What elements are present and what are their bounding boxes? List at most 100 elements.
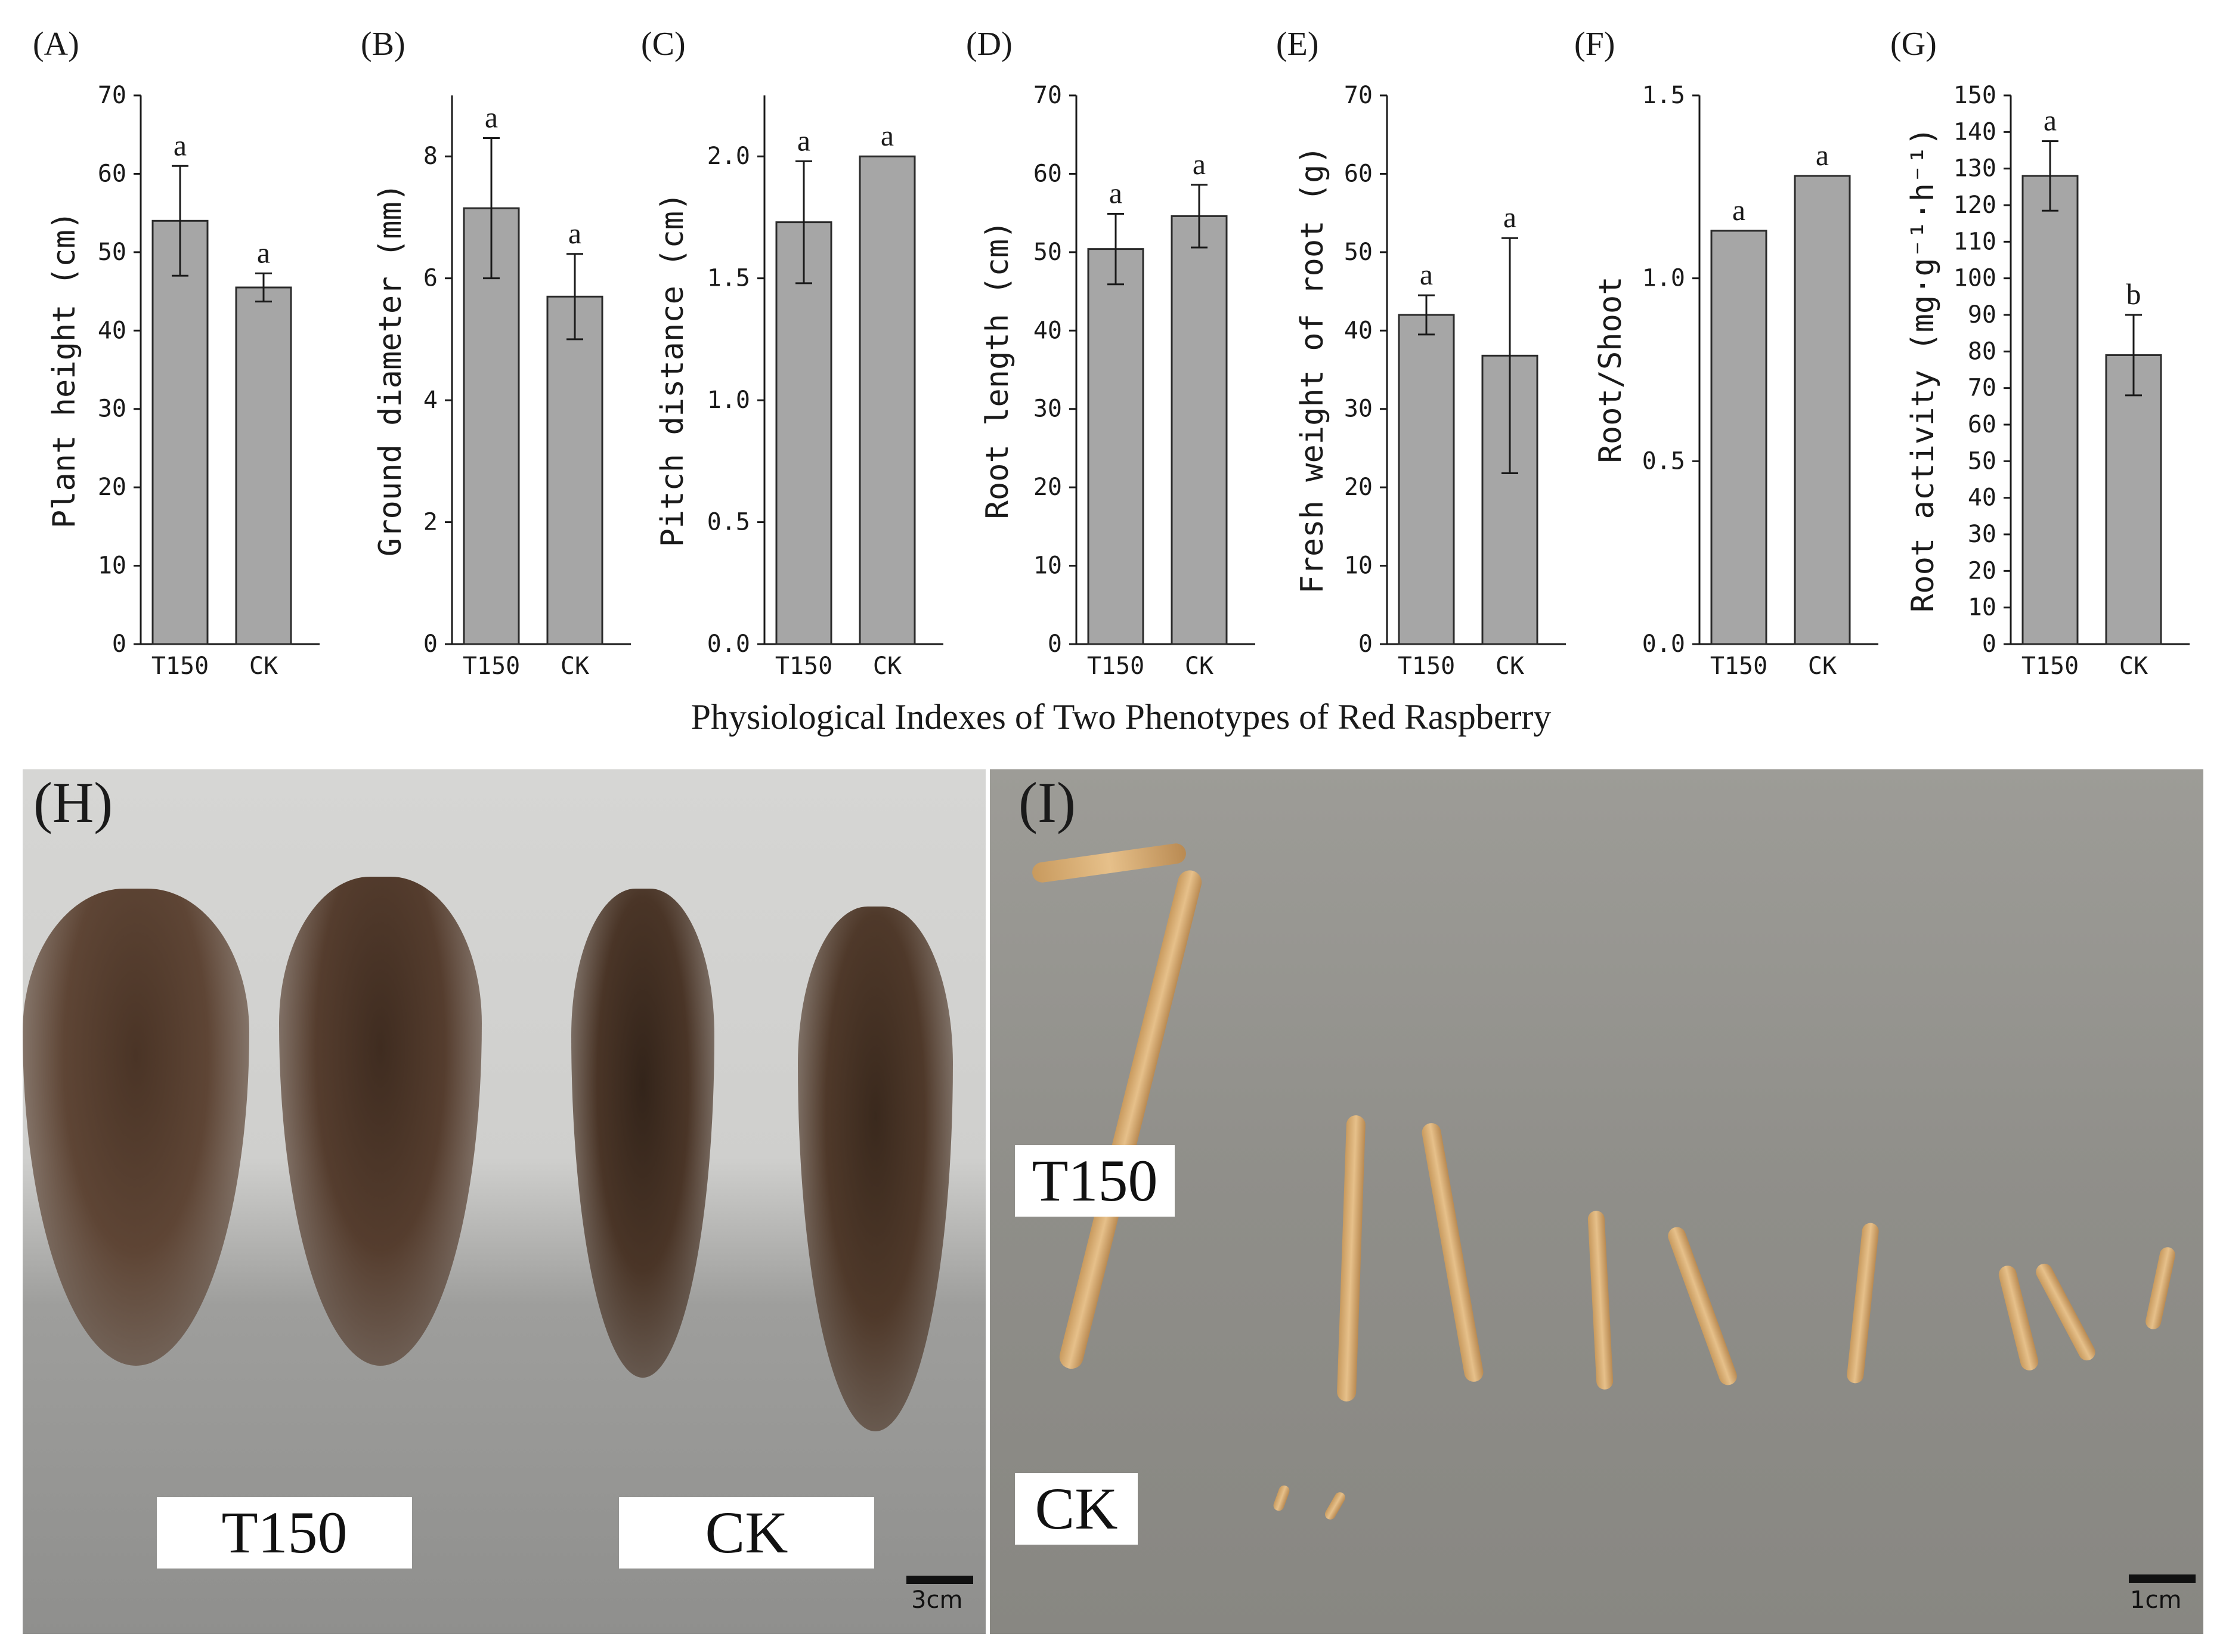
chart-6-bar-t150 xyxy=(1710,230,1767,645)
chart-5-y-tick-label: 70 xyxy=(1344,82,1373,109)
chart-1-significance-label: a xyxy=(174,128,187,162)
chart-1-panel-letter: (A) xyxy=(33,26,79,63)
stem-piece-9 xyxy=(2144,1245,2177,1331)
label-t150-h: T150 xyxy=(157,1497,412,1569)
chart-6-y-axis-label: Root/Shoot xyxy=(1593,276,1629,463)
chart-7-y-tick-label: 70 xyxy=(1968,375,1996,402)
chart-7-y-tick-label: 100 xyxy=(1953,265,1996,292)
chart-2-y-tick-label: 4 xyxy=(423,386,438,414)
chart-7-y-tick-label: 40 xyxy=(1968,484,1996,512)
chart-5-y-tick-label: 30 xyxy=(1344,395,1373,423)
chart-5-y-axis-label: Fresh weight of root (g) xyxy=(1295,146,1330,593)
chart-1-y-tick-label: 60 xyxy=(98,160,126,187)
chart-3-y-tick-label: 0.0 xyxy=(707,630,750,658)
chart-2-panel-letter: (B) xyxy=(361,26,405,63)
chart-2-category-label: T150 xyxy=(463,652,520,680)
chart-5-y-tick-label: 0 xyxy=(1358,630,1373,658)
chart-5-bar-t150 xyxy=(1398,314,1455,645)
chart-6-significance-label: a xyxy=(1816,138,1829,172)
chart-3-y-tick-label: 1.0 xyxy=(707,386,750,414)
chart-7-y-tick-label: 90 xyxy=(1968,301,1996,329)
root-mass-ck-2 xyxy=(798,907,953,1431)
chart-3-significance-label: a xyxy=(881,119,894,152)
stem-photo-panel-i: (I) T150 CK 1cm xyxy=(990,769,2203,1634)
root-mass-ck-1 xyxy=(571,889,714,1378)
chart-5-y-tick-label: 60 xyxy=(1344,160,1373,187)
chart-7-y-tick-label: 130 xyxy=(1953,155,1996,182)
chart-1-bar-ck xyxy=(235,286,292,645)
chart-7-y-tick-label: 80 xyxy=(1968,338,1996,365)
stem-piece-3 xyxy=(1420,1121,1485,1384)
chart-4-y-tick-label: 0 xyxy=(1048,630,1062,658)
chart-5-category-label: CK xyxy=(1496,652,1524,680)
chart-3-panel-letter: (C) xyxy=(641,26,686,63)
chart-1-y-tick-label: 30 xyxy=(98,395,126,423)
chart-6-panel-letter: (F) xyxy=(1574,26,1615,63)
chart-7-bar-ck xyxy=(2105,354,2162,645)
label-ck-i: CK xyxy=(1015,1473,1138,1545)
chart-2-category-label: CK xyxy=(561,652,589,680)
chart-1-y-tick-label: 0 xyxy=(112,630,126,658)
root-mass-t150-1 xyxy=(23,889,249,1366)
chart-5-category-label: T150 xyxy=(1398,652,1455,680)
chart-4-y-tick-label: 50 xyxy=(1033,239,1062,266)
chart-7-bar-t150 xyxy=(2021,175,2079,645)
stem-piece-2 xyxy=(1336,1115,1366,1402)
chart-4-y-tick-label: 20 xyxy=(1033,474,1062,501)
chart-7-y-tick-label: 30 xyxy=(1968,521,1996,548)
chart-7-y-tick-label: 0 xyxy=(1982,630,1996,658)
chart-1-y-tick-label: 20 xyxy=(98,474,126,501)
scale-bar-i xyxy=(2129,1574,2196,1583)
chart-1-y-tick-label: 40 xyxy=(98,317,126,344)
chart-2-y-axis-label: Ground diameter (mm) xyxy=(373,183,408,556)
chart-1-category-label: T150 xyxy=(151,652,209,680)
chart-4-y-axis-label: Root length (cm) xyxy=(980,221,1016,519)
chart-6-y-tick-label: 1.0 xyxy=(1642,265,1685,292)
scale-bar-h xyxy=(906,1576,973,1584)
chart-7-category-label: T150 xyxy=(2021,652,2079,680)
chart-6-significance-label: a xyxy=(1732,193,1745,227)
chart-7-y-tick-label: 120 xyxy=(1953,191,1996,219)
stem-piece-6 xyxy=(1846,1222,1880,1384)
chart-4-y-tick-label: 30 xyxy=(1033,395,1062,423)
chart-7-y-tick-label: 60 xyxy=(1968,411,1996,438)
chart-7-y-tick-label: 10 xyxy=(1968,594,1996,621)
chart-7-y-axis-label: Root activity (mg·g⁻¹·h⁻¹) xyxy=(1905,127,1941,612)
chart-1-significance-label: a xyxy=(257,236,270,269)
chart-5-significance-label: a xyxy=(1420,258,1433,291)
chart-5-significance-label: a xyxy=(1503,200,1516,234)
chart-7-significance-label: b xyxy=(2126,277,2141,311)
panel-letter-i: (I) xyxy=(1018,771,1076,834)
chart-3-category-label: CK xyxy=(873,652,902,680)
chart-4-category-label: T150 xyxy=(1087,652,1144,680)
chart-4-category-label: CK xyxy=(1185,652,1213,680)
chart-3-category-label: T150 xyxy=(775,652,832,680)
stem-piece-7 xyxy=(1996,1264,2041,1372)
chart-2-y-tick-label: 6 xyxy=(423,265,438,292)
figure-caption: Physiological Indexes of Two Phenotypes … xyxy=(691,697,1552,737)
chart-2-significance-label: a xyxy=(485,101,498,134)
chart-3-significance-label: a xyxy=(797,123,810,157)
chart-7-y-tick-label: 50 xyxy=(1968,447,1996,475)
chart-3-y-tick-label: 2.0 xyxy=(707,143,750,170)
chart-2-bar-ck xyxy=(546,295,603,645)
chart-6-category-label: CK xyxy=(1808,652,1837,680)
scale-label-i: 1cm xyxy=(2130,1586,2182,1614)
chart-1-y-tick-label: 50 xyxy=(98,239,126,266)
chart-1-category-label: CK xyxy=(249,652,278,680)
chart-3-bar-ck xyxy=(859,155,916,645)
chart-4-significance-label: a xyxy=(1193,147,1206,181)
chart-4-bar-t150 xyxy=(1087,248,1144,645)
stem-piece-ck-1 xyxy=(1272,1484,1291,1512)
chart-5-y-tick-label: 40 xyxy=(1344,317,1373,344)
chart-6-y-tick-label: 1.5 xyxy=(1642,82,1685,109)
chart-3-bar-t150 xyxy=(775,221,832,645)
stem-piece-long-vertical xyxy=(1057,868,1205,1372)
chart-6-category-label: T150 xyxy=(1710,652,1767,680)
chart-2-bar-t150 xyxy=(463,207,520,645)
chart-1-y-tick-label: 10 xyxy=(98,552,126,580)
chart-6-bar-ck xyxy=(1794,175,1851,645)
chart-4-y-tick-label: 40 xyxy=(1033,317,1062,344)
chart-2-y-tick-label: 2 xyxy=(423,509,438,536)
